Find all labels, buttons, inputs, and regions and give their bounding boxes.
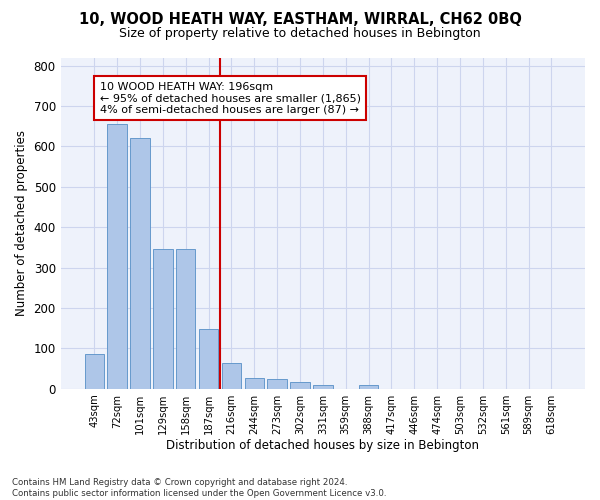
Bar: [85, 354, 104, 388]
Text: 10, WOOD HEATH WAY, EASTHAM, WIRRAL, CH62 0BQ: 10, WOOD HEATH WAY, EASTHAM, WIRRAL, CH6…: [79, 12, 521, 28]
Bar: [176, 250, 196, 388]
Bar: [130, 138, 149, 388]
Bar: [359, 384, 378, 388]
Text: Contains HM Land Registry data © Crown copyright and database right 2024.
Contai: Contains HM Land Registry data © Crown c…: [12, 478, 386, 498]
Bar: [268, 380, 287, 388]
Text: 10 WOOD HEATH WAY: 196sqm
← 95% of detached houses are smaller (1,865)
4% of sem: 10 WOOD HEATH WAY: 196sqm ← 95% of detac…: [100, 82, 361, 115]
Bar: [245, 378, 264, 388]
Bar: [153, 250, 173, 388]
Bar: [221, 364, 241, 388]
Y-axis label: Number of detached properties: Number of detached properties: [15, 130, 28, 316]
X-axis label: Distribution of detached houses by size in Bebington: Distribution of detached houses by size …: [166, 440, 479, 452]
Bar: [107, 124, 127, 388]
Bar: [290, 382, 310, 388]
Text: Size of property relative to detached houses in Bebington: Size of property relative to detached ho…: [119, 28, 481, 40]
Bar: [313, 384, 332, 388]
Bar: [199, 330, 218, 388]
